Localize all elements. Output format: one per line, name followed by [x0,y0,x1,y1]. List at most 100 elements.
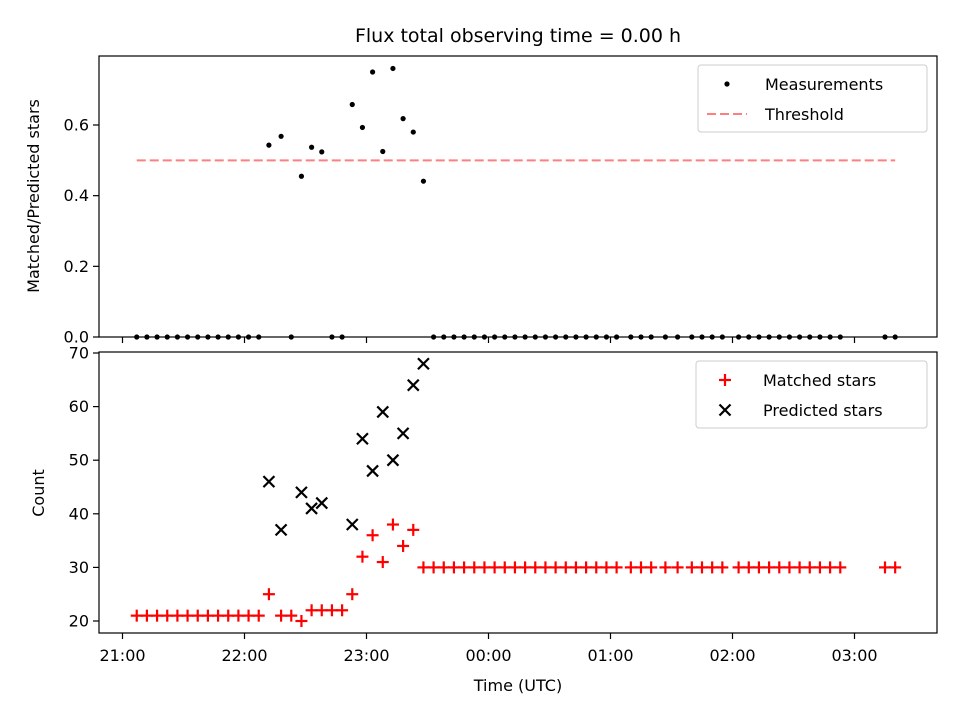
y-tick-label: 30 [69,558,89,577]
measurement-point [583,334,589,340]
predicted-star-point [345,518,359,531]
matched-star-point [201,609,214,622]
legend-matched-label: Matched stars [763,371,876,390]
matched-star-point [685,561,698,574]
measurement-point [349,101,355,108]
bottom-y-ticks: 20 30 40 50 60 70 [69,344,99,631]
measurement-point [542,334,549,340]
measurement-point [380,148,386,155]
bottom-axes-frame [98,351,938,634]
matched-star-point [834,561,847,574]
measurement-point [786,334,793,340]
matched-star-point [407,523,420,536]
matched-star-point [600,561,613,574]
y-tick-label: 0.4 [64,186,89,205]
measurement-point [638,334,644,340]
matched-star-point [763,561,776,574]
measurement-point [766,334,772,340]
matched-star-point [191,609,204,622]
top-y-axis-label: Matched/Predicted stars [24,99,43,293]
matched-star-point [716,561,729,574]
measurement-point [278,133,284,139]
measurement-point [837,334,843,340]
measurement-point [461,334,467,340]
measurement-point [827,334,833,340]
y-tick-label: 50 [69,451,89,470]
top-legend-box [697,64,928,133]
matched-star-point [397,539,410,552]
measurement-point [235,334,241,340]
measurement-point [709,334,715,340]
matched-star-point [212,609,225,622]
matched-star-point [645,561,658,574]
measurement-point [420,178,427,184]
matched-star-point [519,561,532,574]
matched-star-point [468,561,481,574]
measurement-point [522,334,528,340]
y-tick-label: 0.2 [64,257,89,276]
x-tick-label: 21:00 [99,646,145,665]
matched-star-point [732,561,745,574]
matched-star-point [498,561,511,574]
matched-star-point [346,588,359,601]
measurement-point [573,334,579,340]
matched-star-point [315,604,328,617]
legend-predicted-label: Predicted stars [763,401,883,420]
matched-star-point [569,561,582,574]
measurement-point [451,334,457,340]
measurement-point [410,129,416,135]
bottom-legend: Matched stars Predicted stars [695,360,928,429]
measurement-point [144,334,150,340]
predicted-star-point [274,523,288,537]
predicted-star-point [315,496,329,510]
measurement-point [719,334,725,340]
measurement-point [245,334,252,340]
matched-star-point [130,609,143,622]
matched-star-point [706,561,719,574]
measurement-point [134,334,140,340]
x-tick-label: 03:00 [831,646,877,665]
matched-star-point [295,615,308,627]
measurement-point [532,334,538,340]
legend-measurements-marker [724,81,730,87]
measurement-point [319,149,325,155]
measurement-point [339,334,345,340]
matched-star-point [478,561,491,574]
bottom-x-ticks: 21:00 22:00 23:00 00:00 01:00 02:00 03:00 [99,633,878,665]
measurement-point [614,334,620,340]
x-tick-label: 23:00 [343,646,389,665]
matched-star-point [624,561,637,574]
matched-star-point [539,561,552,574]
matched-star-point [635,561,647,574]
matched-star-point [803,561,816,574]
measurement-point [266,142,272,148]
measurement-point [736,334,742,340]
matched-star-point [458,561,471,574]
measurement-point [492,334,498,340]
legend-threshold-label: Threshold [764,105,844,124]
x-tick-label: 00:00 [465,646,511,665]
matched-star-point [232,609,245,622]
legend-predicted-marker [718,403,732,417]
measurement-point [215,334,221,340]
legend-matched-marker [719,374,731,386]
y-tick-label: 20 [69,612,89,631]
measurement-point [797,334,803,340]
bottom-panel: 20 30 40 50 60 70 21:00 22:00 23:00 00:00 01:00 02… [29,344,938,695]
x-tick-label: 22:00 [221,646,267,665]
measurement-point [628,334,634,340]
matched-star-point [262,588,275,601]
matched-star-point [559,561,572,574]
matched-star-point [376,556,389,569]
measurement-point [359,124,366,131]
y-tick-label: 40 [69,504,89,523]
bottom-series [130,357,902,627]
measurement-point [648,334,654,340]
matched-star-point [508,561,521,574]
measurement-point [481,334,488,340]
matched-star-point [549,561,562,574]
measurement-point [370,69,376,75]
measurement-point [441,334,447,340]
matched-star-point [659,561,672,574]
measurement-point [205,334,211,340]
